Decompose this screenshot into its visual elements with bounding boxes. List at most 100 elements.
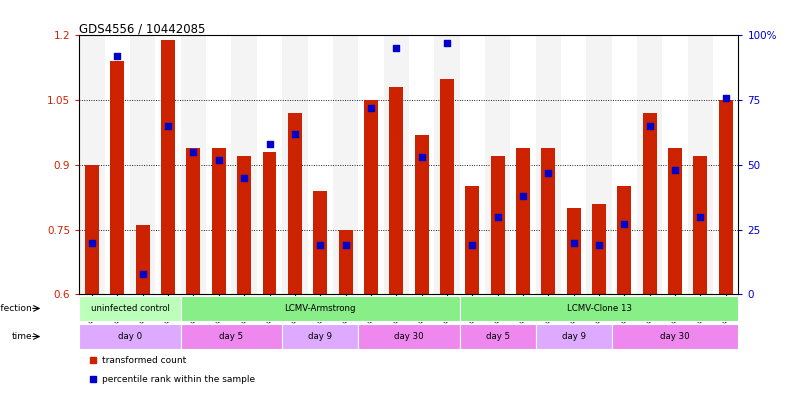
Bar [642, 113, 657, 294]
Bar [491, 156, 505, 294]
Text: LCMV-Armstrong: LCMV-Armstrong [284, 304, 356, 313]
Point [339, 242, 352, 248]
Bar [85, 165, 99, 294]
Bar [567, 208, 580, 294]
Text: LCMV-Clone 13: LCMV-Clone 13 [566, 304, 631, 313]
Point [592, 242, 605, 248]
Bar [161, 40, 175, 294]
Point [263, 141, 276, 147]
Bar [333, 35, 358, 294]
Bar [313, 191, 327, 294]
Bar [536, 324, 611, 349]
Bar [358, 324, 460, 349]
Bar [586, 35, 611, 294]
Bar [511, 35, 536, 294]
Text: percentile rank within the sample: percentile rank within the sample [102, 375, 256, 384]
Bar [516, 148, 530, 294]
Bar [156, 35, 181, 294]
Bar [338, 230, 353, 294]
Bar [460, 35, 485, 294]
Point [694, 213, 707, 220]
Bar [389, 87, 403, 294]
Text: uninfected control: uninfected control [91, 304, 170, 313]
Bar [181, 35, 206, 294]
Bar [282, 35, 307, 294]
Point [466, 242, 479, 248]
Text: day 9: day 9 [561, 332, 586, 341]
Bar [414, 135, 429, 294]
Bar [237, 156, 251, 294]
Bar [485, 35, 511, 294]
Point [86, 239, 98, 246]
Bar [542, 148, 555, 294]
Point [567, 239, 580, 246]
Bar [232, 35, 256, 294]
Text: infection: infection [0, 304, 32, 313]
Bar [181, 324, 282, 349]
Bar [611, 35, 637, 294]
Bar [79, 35, 105, 294]
Bar [719, 100, 733, 294]
Point [669, 167, 681, 173]
Bar [409, 35, 434, 294]
Text: day 5: day 5 [486, 332, 510, 341]
Bar [662, 35, 688, 294]
Point [111, 53, 124, 59]
Bar [384, 35, 409, 294]
Text: day 9: day 9 [308, 332, 332, 341]
Bar [713, 35, 738, 294]
Point [719, 94, 732, 101]
Point [491, 213, 504, 220]
Text: day 0: day 0 [118, 332, 142, 341]
Bar [187, 148, 200, 294]
Point [618, 221, 630, 228]
Point [517, 193, 530, 199]
Bar [358, 35, 384, 294]
Bar [460, 296, 738, 321]
Bar [181, 296, 460, 321]
Point [441, 40, 453, 46]
Point [390, 45, 403, 51]
Text: time: time [11, 332, 32, 341]
Text: day 30: day 30 [661, 332, 690, 341]
Bar [611, 324, 738, 349]
Text: GDS4556 / 10442085: GDS4556 / 10442085 [79, 22, 206, 35]
Bar [263, 152, 276, 294]
Bar [434, 35, 460, 294]
Bar [592, 204, 606, 294]
Point [238, 174, 251, 181]
Point [314, 242, 326, 248]
Bar [536, 35, 561, 294]
Point [415, 154, 428, 160]
Bar [307, 35, 333, 294]
Point [137, 270, 149, 277]
Text: transformed count: transformed count [102, 356, 187, 365]
Bar [256, 35, 282, 294]
Bar [79, 324, 181, 349]
Bar [688, 35, 713, 294]
Bar [440, 79, 454, 294]
Bar [561, 35, 586, 294]
Text: day 5: day 5 [219, 332, 244, 341]
Bar [668, 148, 682, 294]
Bar [693, 156, 707, 294]
Point [187, 149, 200, 155]
Bar [282, 324, 358, 349]
Bar [206, 35, 232, 294]
Bar [136, 225, 150, 294]
Bar [637, 35, 662, 294]
Bar [105, 35, 130, 294]
Bar [212, 148, 225, 294]
Bar [618, 186, 631, 294]
Bar [465, 186, 480, 294]
Point [213, 156, 225, 163]
Bar [460, 324, 536, 349]
Point [288, 130, 301, 137]
Bar [288, 113, 302, 294]
Bar [364, 100, 378, 294]
Bar [130, 35, 156, 294]
Point [542, 169, 555, 176]
Text: day 30: day 30 [394, 332, 424, 341]
Point [162, 123, 175, 129]
Point [364, 105, 377, 111]
